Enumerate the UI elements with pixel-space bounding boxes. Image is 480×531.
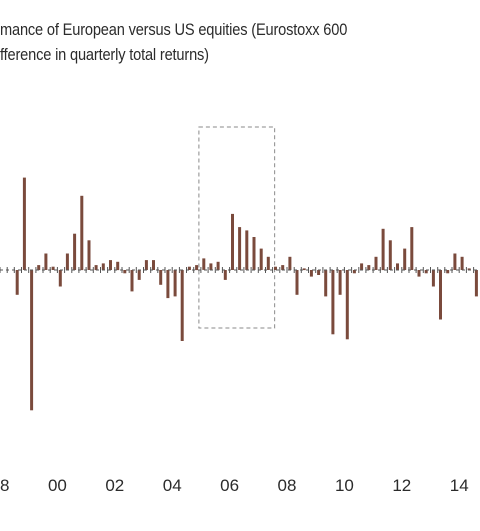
bar (309, 270, 313, 277)
bar (345, 270, 349, 340)
bar (137, 270, 141, 280)
bar (144, 260, 148, 270)
bar (231, 213, 234, 270)
bar (367, 265, 371, 271)
bar (202, 258, 206, 270)
bar (152, 260, 155, 270)
bar (460, 256, 464, 270)
bar (116, 261, 120, 271)
bar (317, 270, 321, 275)
bar (360, 263, 364, 270)
bar (281, 265, 285, 271)
bar (73, 233, 77, 270)
bar (431, 270, 435, 287)
bar (180, 270, 184, 341)
x-tick-label: 98 (0, 476, 9, 495)
bar (338, 270, 342, 295)
chart-title-line-1: mance of European versus US equities (Eu… (0, 20, 348, 39)
bar (37, 265, 41, 271)
highlight-box (198, 126, 276, 329)
bar (30, 270, 34, 411)
bar (410, 227, 414, 270)
bar (187, 266, 191, 270)
bar (166, 270, 170, 299)
bar (130, 270, 134, 292)
bar (388, 240, 392, 270)
bar (216, 261, 220, 271)
x-tick-label: 00 (48, 476, 67, 495)
bar (94, 265, 98, 271)
bar (44, 253, 48, 270)
bar (87, 240, 91, 270)
bar (446, 270, 450, 274)
bar (417, 270, 421, 277)
bar (374, 256, 378, 270)
bar (266, 256, 270, 270)
bar (259, 248, 263, 270)
x-tick-label: 08 (278, 476, 297, 495)
bar (324, 270, 328, 297)
bar (274, 266, 277, 270)
bar (302, 268, 306, 271)
bar (58, 270, 62, 287)
bar (424, 270, 428, 274)
bar (467, 268, 471, 271)
bar (65, 253, 69, 270)
bar (331, 270, 335, 335)
x-tick-label: 12 (392, 476, 411, 495)
bar (173, 270, 177, 297)
bar (288, 256, 292, 270)
bar (80, 195, 84, 271)
bar (223, 270, 227, 280)
bar (159, 270, 163, 285)
bar (381, 228, 385, 271)
bar (453, 253, 457, 270)
x-tick-label: 06 (220, 476, 239, 495)
bar (22, 177, 26, 270)
bar (474, 270, 478, 297)
x-tick-label: 10 (335, 476, 354, 495)
bar (51, 266, 55, 270)
x-tick-label: 14 (450, 476, 469, 495)
bar (403, 248, 407, 270)
chart-title-line-2: fference in quarterly total returns) (0, 45, 209, 64)
bar (15, 270, 19, 295)
bar (252, 237, 256, 270)
bar (295, 270, 299, 295)
bar (439, 270, 442, 320)
bar (245, 230, 249, 270)
bar (123, 270, 127, 274)
bar (195, 265, 199, 271)
bar (101, 263, 105, 270)
bar (109, 260, 112, 270)
bar (238, 227, 242, 270)
x-tick-label: 04 (163, 476, 182, 495)
bar (209, 263, 213, 270)
bar (396, 263, 399, 270)
x-tick-label: 02 (105, 476, 124, 495)
bar (352, 270, 356, 274)
